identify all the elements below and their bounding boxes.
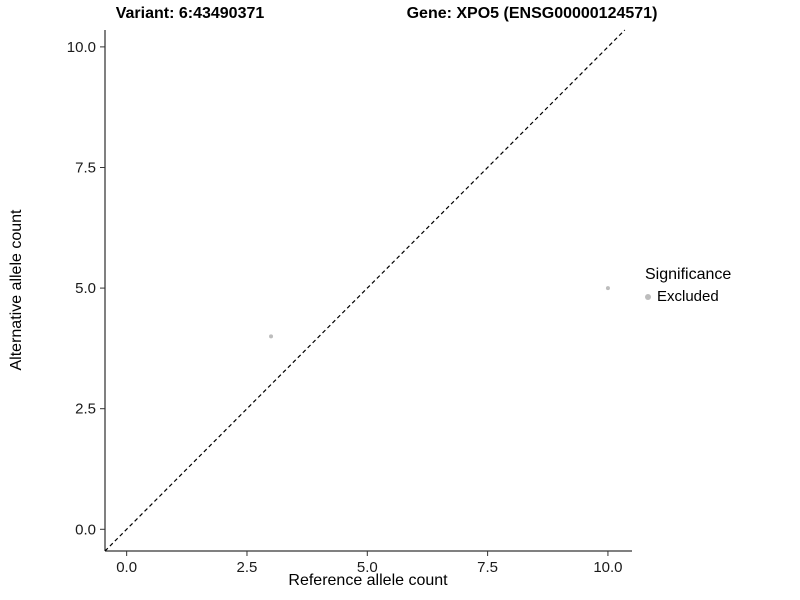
identity-reference-line [104, 29, 626, 552]
legend-item-label: Excluded [657, 288, 719, 305]
y-axis-title: Alternative allele count [8, 209, 25, 371]
x-axis-title: Reference allele count [288, 572, 448, 589]
x-tick-label: 10.0 [593, 559, 622, 576]
legend-item-excluded: Excluded [645, 288, 731, 305]
y-tick-label: 5.0 [75, 280, 96, 297]
y-tick-label: 2.5 [75, 401, 96, 418]
data-point [605, 286, 610, 291]
plot-title-variant: Variant: 6:43490371 [115, 5, 265, 22]
plot-title-gene: Gene: XPO5 (ENSG00000124571) [406, 5, 658, 22]
x-tick-label: 0.0 [116, 559, 137, 576]
x-tick-label: 2.5 [237, 559, 258, 576]
y-tick-label: 7.5 [75, 159, 96, 176]
data-point [269, 334, 274, 339]
y-tick-label: 0.0 [75, 521, 96, 538]
x-tick-label: 5.0 [357, 559, 378, 576]
y-tick-label: 10.0 [67, 39, 96, 56]
legend: Significance Excluded [645, 266, 731, 305]
legend-key-dot-icon [645, 293, 651, 300]
legend-title: Significance [645, 266, 732, 283]
x-tick-label: 7.5 [477, 559, 498, 576]
